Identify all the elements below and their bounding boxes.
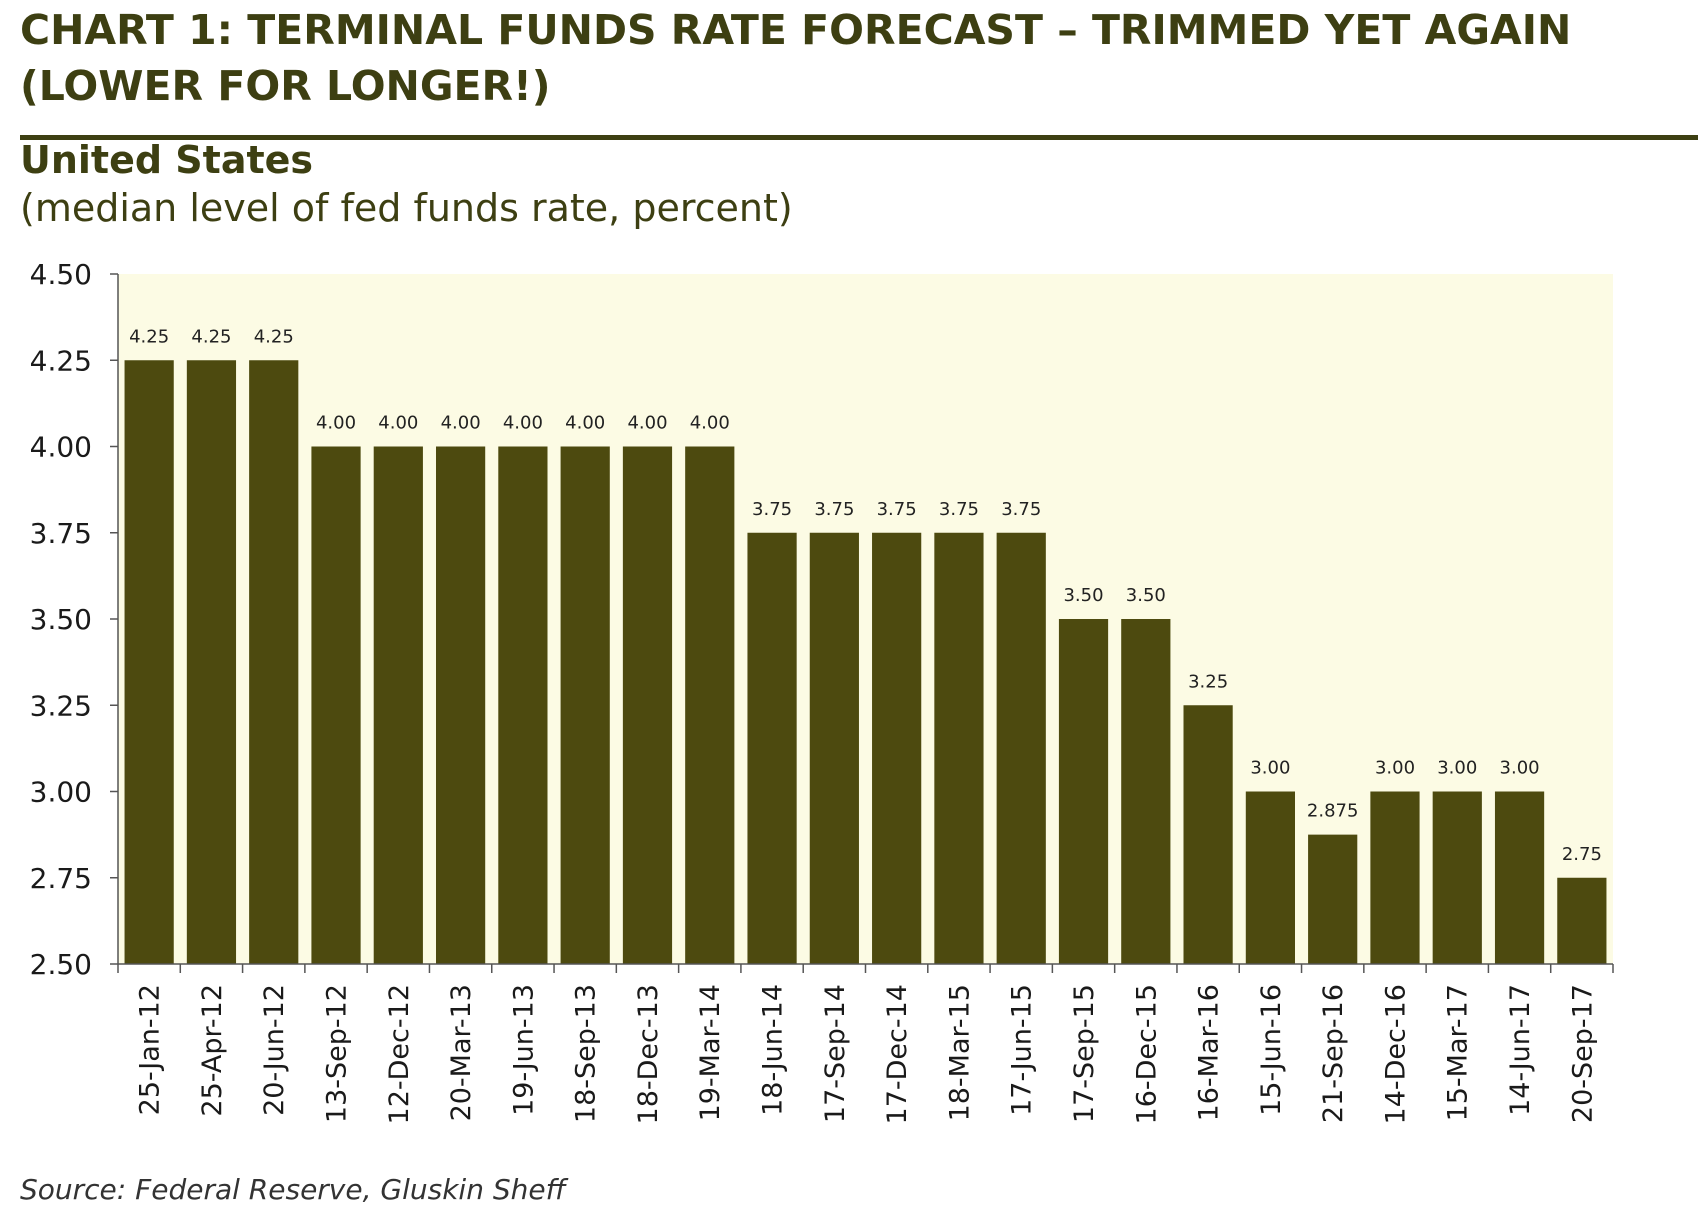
bar [1121,619,1171,964]
bar [1432,791,1482,964]
data-label: 4.00 [503,413,543,434]
bar [435,446,486,964]
data-label: 3.25 [1188,671,1228,692]
x-tick-label: 17-Dec-14 [882,984,913,1124]
x-tick-label: 20-Jun-12 [259,984,290,1116]
bar [498,446,548,964]
x-tick-label: 19-Jun-13 [508,984,539,1116]
bar [1245,791,1296,964]
x-tick-label: 15-Jun-16 [1256,984,1287,1116]
y-tick-label: 3.50 [30,603,92,636]
bar [872,532,922,964]
data-label: 3.00 [1375,758,1415,779]
data-label: 3.75 [939,499,979,520]
bar [685,446,735,964]
x-tick-label: 18-Dec-13 [633,984,664,1124]
data-label: 3.00 [1437,758,1477,779]
data-label: 4.00 [690,413,730,434]
x-tick-label: 14-Jun-17 [1505,984,1536,1116]
data-label: 3.50 [1126,585,1166,606]
data-label: 3.75 [814,499,854,520]
y-tick-label: 4.25 [30,344,92,377]
y-tick-label: 2.50 [30,948,92,981]
y-tick-label: 3.00 [30,776,92,809]
data-label: 4.25 [254,326,294,347]
x-tick-label: 25-Apr-12 [197,984,228,1117]
bar [249,360,299,964]
data-label: 4.00 [316,413,356,434]
bar [311,446,361,964]
data-label: 3.75 [1001,499,1041,520]
bar [747,532,797,964]
x-tick-label: 13-Sep-12 [321,984,352,1123]
x-tick-label: 21-Sep-16 [1318,984,1349,1123]
x-tick-label: 18-Jun-14 [758,984,789,1116]
data-label: 2.875 [1307,801,1359,822]
data-label: 3.00 [1500,758,1540,779]
bar [373,446,423,964]
x-tick-label: 18-Sep-13 [571,984,602,1123]
chart-subtitle: United States [20,138,314,182]
bar-chart: 4.50 4.25 4.00 3.75 3.50 3.25 3.00 2.75 2.50 4.25… [30,258,1614,1124]
y-tick-label: 3.25 [30,689,92,722]
x-tick-label: 15-Mar-17 [1443,984,1474,1121]
x-tick-label: 12-Dec-12 [384,984,415,1124]
y-tick-label: 4.50 [30,258,92,291]
bar [1058,619,1109,964]
data-label: 3.00 [1250,758,1290,779]
bar [809,532,859,964]
data-label: 4.00 [565,413,605,434]
bar [186,360,237,964]
bar [934,532,984,964]
y-tick-label: 3.75 [30,517,92,550]
bar [124,360,174,964]
x-tick-label: 25-Jan-12 [135,984,166,1115]
bar [1494,791,1545,964]
title-divider [20,135,1698,140]
bar [1557,877,1607,964]
data-label: 4.00 [378,413,418,434]
x-tick-label: 14-Dec-16 [1380,984,1411,1124]
bar [1183,705,1233,964]
data-label: 4.00 [441,413,481,434]
bar [560,446,610,964]
x-tick-label: 17-Jun-15 [1007,984,1038,1116]
chart-unit-note: (median level of fed funds rate, percent… [20,186,793,230]
source-note: Source: Federal Reserve, Gluskin Sheff [20,1173,566,1206]
x-tick-label: 19-Mar-14 [695,984,726,1121]
data-label: 4.00 [627,413,667,434]
bar [622,446,673,964]
data-label: 3.75 [877,499,917,520]
chart-title: CHART 1: TERMINAL FUNDS RATE FORECAST – … [20,6,1572,110]
bar [996,532,1046,964]
bar [1370,791,1420,964]
x-tick-label: 17-Sep-15 [1069,984,1100,1123]
x-tick-label: 20-Sep-17 [1567,984,1598,1123]
x-tick-label: 16-Dec-15 [1131,984,1162,1124]
data-label: 4.25 [129,326,169,347]
x-tick-label: 17-Sep-14 [820,984,851,1123]
y-tick-label: 4.00 [30,431,92,464]
bar [1308,834,1358,964]
x-tick-label: 20-Mar-13 [446,984,477,1121]
data-label: 2.75 [1562,844,1602,865]
x-tick-label: 16-Mar-16 [1194,984,1225,1121]
data-label: 3.75 [752,499,792,520]
x-tick-label: 18-Mar-15 [944,984,975,1121]
y-tick-label: 2.75 [30,862,92,895]
data-label: 4.25 [191,326,231,347]
data-label: 3.50 [1063,585,1103,606]
plot-area [118,274,1613,964]
